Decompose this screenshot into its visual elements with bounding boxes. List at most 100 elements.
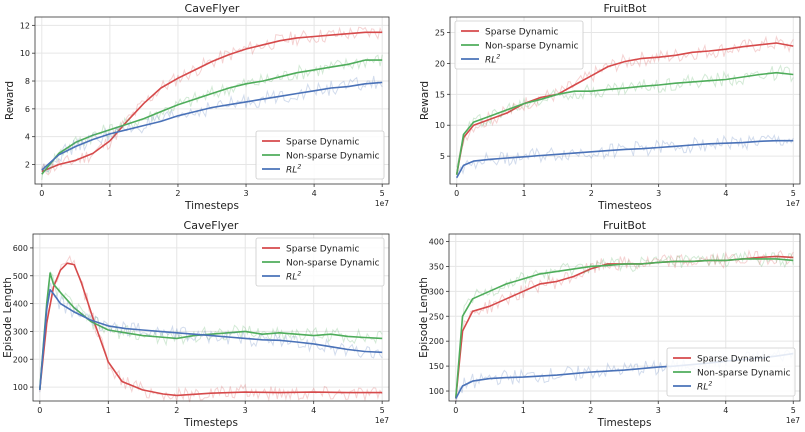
x-tick-label: 0 [37, 406, 42, 415]
legend-label-0: Sparse Dynamic [697, 355, 770, 365]
series-line-2 [41, 81, 383, 171]
x-tick-label: 2 [589, 189, 594, 198]
x-tick-label: 1 [521, 406, 526, 415]
x-tick-label: 1 [106, 406, 111, 415]
chart-title: FruitBot [603, 219, 647, 232]
x-tick-label: 0 [454, 189, 459, 198]
y-axis-label: Episode Length [418, 277, 430, 358]
series-noise-0 [39, 254, 383, 403]
x-tick-label: 4 [312, 189, 317, 198]
y-tick-label: 300 [13, 327, 28, 336]
legend-label-1: Non-sparse Dynamic [485, 42, 579, 52]
y-tick-label: 600 [13, 244, 28, 253]
x-tick-label: 3 [656, 406, 661, 415]
x-axis-multiplier: 1e7 [786, 199, 800, 208]
y-tick-label: 250 [429, 312, 444, 321]
y-tick-label: 12 [20, 21, 30, 30]
legend-label-0: Sparse Dynamic [286, 138, 359, 148]
x-tick-label: 4 [723, 406, 728, 415]
series-noise-1 [39, 270, 383, 385]
chart-panel-2: 0 1 2 3 4 5 100 200 300 400 500 600 CaveFlyer Timeste… [2, 219, 390, 429]
x-tick-label: 2 [588, 406, 593, 415]
x-axis-label: Timesteps [184, 200, 239, 212]
x-tick-label: 3 [243, 189, 248, 198]
y-tick-label: 8 [25, 77, 30, 86]
axes-frame [448, 233, 801, 402]
chart-title: CaveFlyer [185, 2, 240, 15]
y-axis-label: Episode Length [2, 277, 14, 358]
y-axis-label: Reward [419, 81, 431, 120]
legend-box [454, 20, 584, 70]
axes-frame [32, 233, 390, 402]
x-tick-label: 5 [791, 406, 796, 415]
legend-label-2: RL2 [286, 163, 301, 176]
legend-label-0: Sparse Dynamic [485, 28, 558, 38]
x-tick-label: 2 [174, 406, 179, 415]
y-tick-label: 400 [429, 237, 444, 246]
y-axis-label: Reward [4, 81, 16, 120]
x-axis-label: Timesteps [183, 417, 238, 429]
series-line-2 [455, 139, 794, 179]
x-axis-multiplier: 1e7 [375, 199, 389, 208]
y-tick-label: 20 [435, 59, 445, 68]
y-tick-label: 2 [25, 161, 30, 170]
legend-label-1: Non-sparse Dynamic [286, 152, 380, 162]
x-axis-multiplier: 1e7 [786, 416, 800, 425]
x-tick-label: 4 [311, 406, 316, 415]
x-tick-label: 0 [39, 189, 44, 198]
legend-label-2: RL2 [697, 380, 712, 393]
chart-panel-3: 0 1 2 3 4 5 100 150 200 250 300 350 400 FruitBot Times… [418, 219, 801, 429]
y-tick-label: 500 [13, 272, 28, 281]
y-tick-label: 200 [13, 355, 28, 364]
series-line-1 [455, 258, 794, 399]
y-tick-label: 15 [435, 90, 445, 99]
legend-label-2: RL2 [286, 270, 301, 283]
legend-box [255, 130, 385, 180]
series-line-1 [39, 272, 383, 390]
legend-label-1: Non-sparse Dynamic [286, 259, 380, 269]
x-tick-label: 3 [656, 189, 661, 198]
y-tick-label: 150 [429, 362, 444, 371]
axes-frame [34, 16, 390, 185]
legend-label-0: Sparse Dynamic [286, 245, 359, 255]
y-tick-label: 10 [435, 121, 445, 130]
chart-title: CaveFlyer [184, 219, 239, 232]
x-tick-label: 0 [453, 406, 458, 415]
x-axis-multiplier: 1e7 [375, 416, 389, 425]
series-noise-2 [41, 75, 383, 173]
x-tick-label: 5 [791, 189, 796, 198]
series-noise-2 [39, 282, 383, 393]
y-tick-label: 6 [25, 105, 30, 114]
chart-panel-1: 0 1 2 3 4 5 5 10 15 20 25 FruitBot Timesteos Reward 1e… [419, 2, 801, 212]
series-noise-0 [456, 35, 794, 175]
x-tick-label: 5 [380, 189, 385, 198]
y-tick-label: 25 [435, 28, 445, 37]
x-tick-label: 2 [175, 189, 180, 198]
series-line-0 [39, 262, 383, 397]
y-tick-label: 100 [13, 383, 28, 392]
legend-label-1: Non-sparse Dynamic [697, 369, 791, 379]
x-tick-label: 5 [380, 406, 385, 415]
y-tick-label: 350 [429, 262, 444, 271]
series-line-0 [41, 31, 383, 173]
series-line-1 [455, 71, 794, 175]
chart-title: FruitBot [604, 2, 648, 15]
axes-frame [449, 16, 801, 185]
y-tick-label: 400 [13, 300, 28, 309]
legend-box [666, 347, 796, 397]
x-tick-label: 1 [521, 189, 526, 198]
series-line-0 [455, 42, 794, 175]
series-line-2 [39, 288, 383, 390]
x-axis-label: Timesteps [597, 417, 652, 429]
chart-panel-0: 0 1 2 3 4 524681012CaveFlyerTimestepsReward1e… [4, 2, 390, 212]
y-tick-label: 200 [429, 337, 444, 346]
x-tick-label: 4 [723, 189, 728, 198]
legend-box [255, 237, 385, 287]
y-tick-label: 100 [429, 387, 444, 396]
y-tick-label: 10 [20, 49, 30, 58]
x-tick-label: 1 [107, 189, 112, 198]
